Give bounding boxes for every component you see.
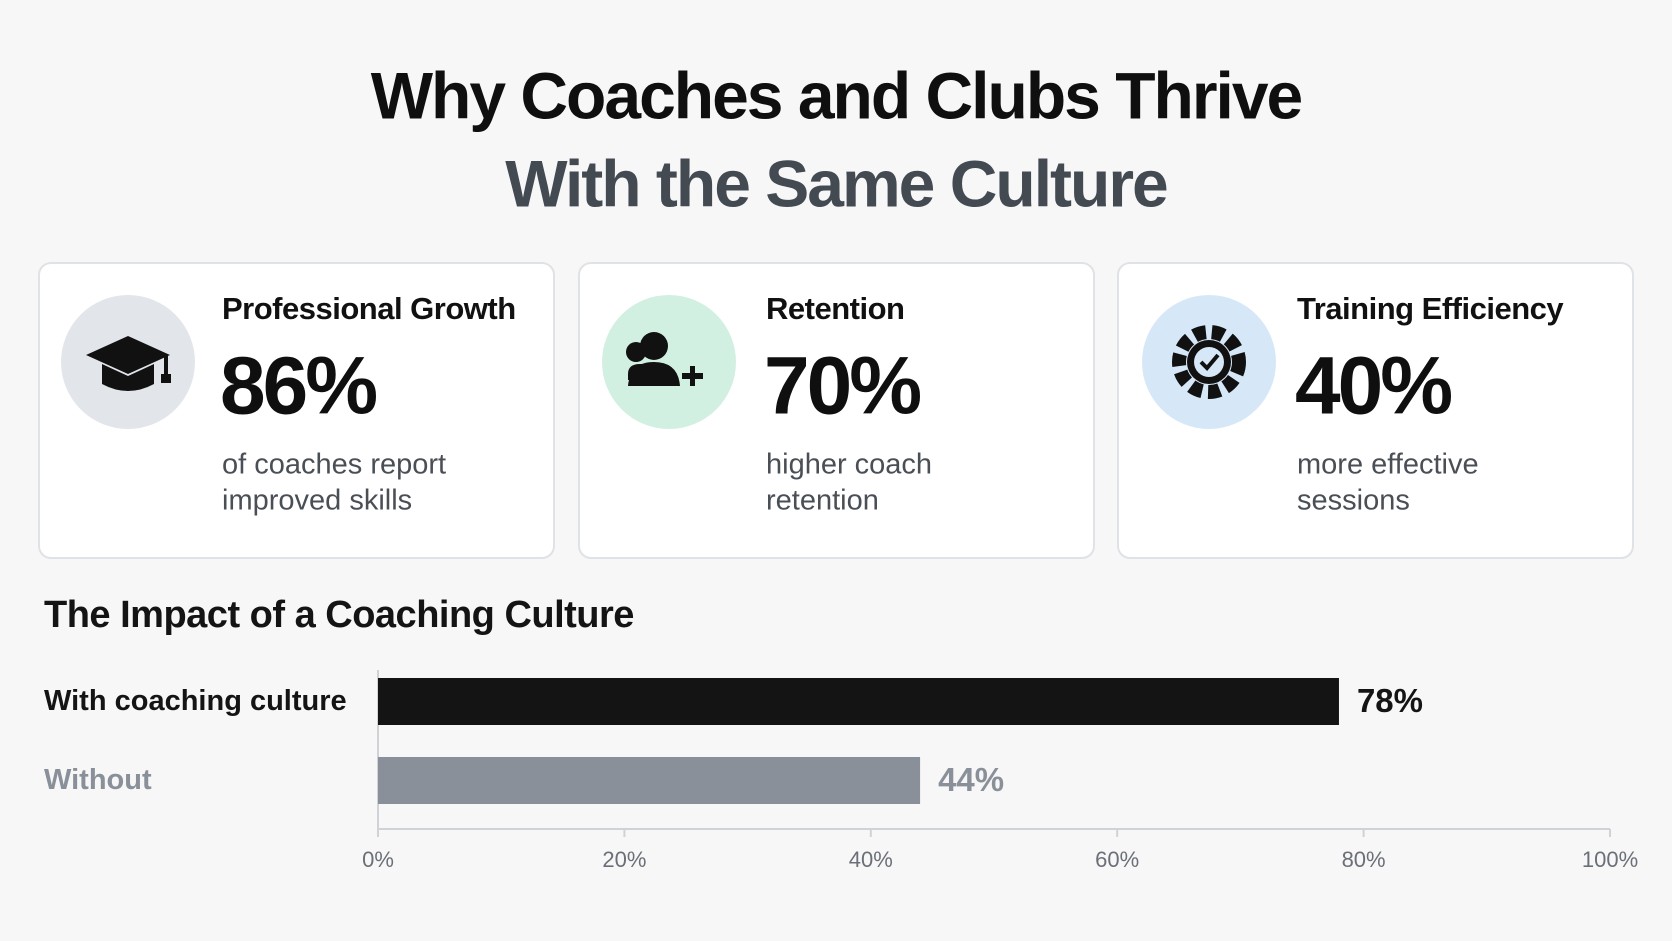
card-heading: Training Efficiency (1297, 291, 1564, 326)
icon-circle (602, 295, 736, 429)
category-label: Without (44, 764, 152, 796)
x-tick-label: 0% (362, 847, 394, 872)
x-tick-label: 40% (849, 847, 893, 872)
bar (378, 678, 1339, 725)
card-description: improved skills (222, 485, 412, 517)
x-tick-label: 20% (602, 847, 646, 872)
card-stat: 70% (764, 341, 920, 432)
icons (61, 295, 1276, 429)
x-tick-label: 80% (1342, 847, 1386, 872)
value-label: 78% (1357, 682, 1423, 719)
users-icon (626, 332, 703, 386)
card-heading: Retention (766, 291, 904, 326)
card-heading: Professional Growth (222, 291, 516, 326)
value-label: 44% (938, 761, 1004, 798)
card-stat: 86% (220, 341, 376, 432)
x-tick-label: 60% (1095, 847, 1139, 872)
card-stat: 40% (1295, 341, 1451, 432)
card-description: sessions (1297, 485, 1410, 517)
title-line: Why Coaches and Clubs Thrive (371, 58, 1302, 132)
gear-check-icon (1172, 325, 1246, 399)
graduation-cap-icon (86, 336, 171, 391)
card-description: more effective (1297, 449, 1479, 481)
chart-title: The Impact of a Coaching Culture (44, 594, 634, 636)
title-line: With the Same Culture (505, 146, 1167, 220)
bar (378, 757, 921, 804)
category-label: With coaching culture (44, 685, 347, 717)
card-description: higher coach (766, 449, 932, 481)
card-description: of coaches report (222, 449, 446, 481)
card-description: retention (766, 485, 879, 517)
x-tick-label: 100% (1582, 847, 1638, 872)
